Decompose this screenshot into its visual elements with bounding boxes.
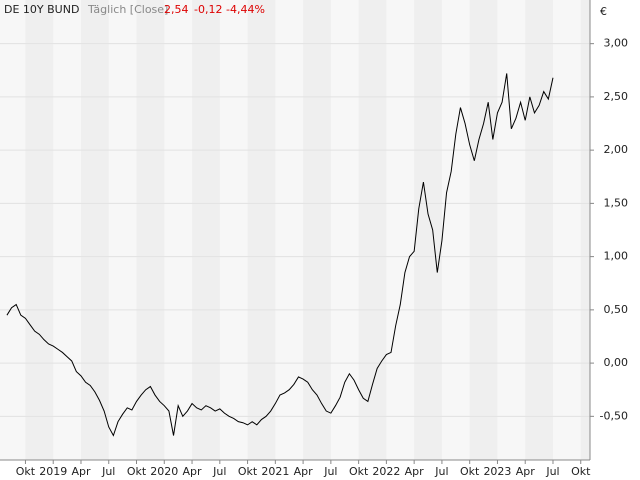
x-tick-label: Okt [349,465,369,478]
x-band [303,0,331,460]
y-tick-label: 1,00 [604,250,629,263]
last-value: 2,54 [164,3,189,16]
x-tick-label: Okt [571,465,591,478]
x-band [192,0,220,460]
x-tick-label: Jul [101,465,115,478]
x-band [80,0,109,460]
x-tick-label: Apr [516,465,536,478]
x-tick-label: Jul [545,465,559,478]
x-tick-label: Apr [405,465,425,478]
y-tick-label: 0,00 [604,356,629,369]
x-tick-label: Apr [183,465,203,478]
price-line [6,73,554,437]
x-tick-label: Jul [212,465,226,478]
x-band [525,0,553,460]
y-unit: € [600,5,607,18]
x-tick-label: 2023 [483,465,511,478]
x-tick-label: Okt [238,465,258,478]
x-band [414,0,442,460]
x-tick-label: 2021 [261,465,289,478]
x-tick-label: Apr [71,465,91,478]
x-tick-label: Okt [127,465,147,478]
y-tick-label: 3,00 [604,37,629,50]
x-band [136,0,165,460]
y-tick-label: 2,50 [604,90,629,103]
x-tick-label: 2019 [39,465,67,478]
y-tick-label: 0,50 [604,303,629,316]
x-tick-label: 2020 [150,465,178,478]
x-band [25,0,54,460]
x-band [247,0,276,460]
x-tick-label: 2022 [372,465,400,478]
x-band [469,0,498,460]
x-tick-label: Jul [323,465,337,478]
change: -0,12 [194,3,222,16]
x-band [358,0,387,460]
x-tick-label: Okt [460,465,480,478]
x-tick-label: Apr [294,465,314,478]
change-percent: -4,44% [226,3,265,16]
chart-title: DE 10Y BUND [4,3,79,16]
y-tick-label: 2,00 [604,143,629,156]
x-band [580,0,590,460]
y-tick-label: 1,50 [604,196,629,209]
x-tick-label: Okt [16,465,36,478]
x-tick-label: Jul [434,465,448,478]
chart-subtitle: Täglich [Close] [87,3,168,16]
y-tick-label: -0,50 [600,409,628,422]
